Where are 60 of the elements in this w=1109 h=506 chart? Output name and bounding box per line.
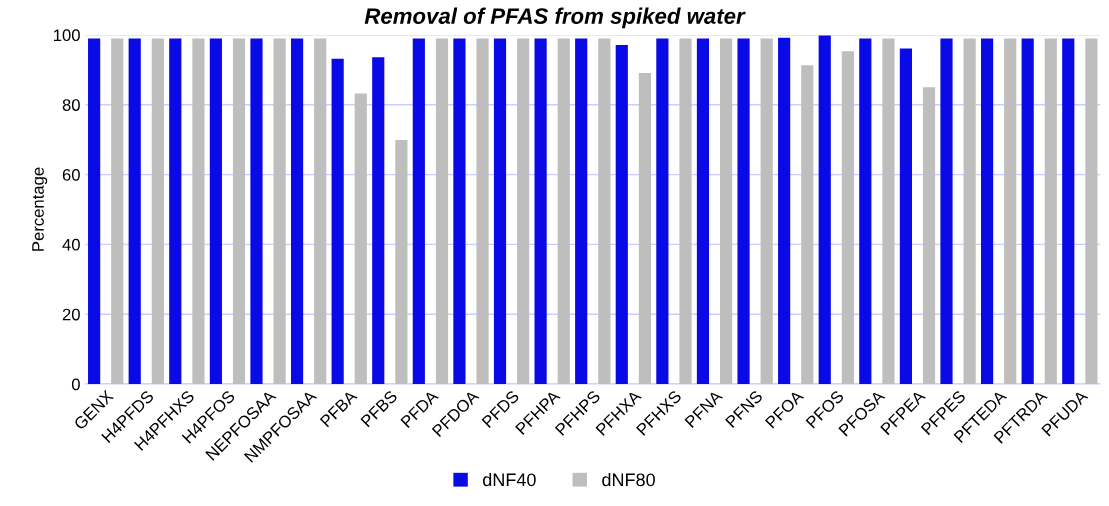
bar [720,38,733,385]
y-tick-label: 60 [62,168,80,181]
bar [435,38,449,385]
bar [778,37,791,385]
bar [534,38,547,385]
bar [209,38,222,385]
legend-label: dNF80 [602,472,655,487]
bar [801,65,814,385]
y-tick-label: 0 [71,378,80,391]
y-tick-label: 20 [62,308,80,321]
y-tick-label: 80 [62,99,80,111]
bar [615,45,628,385]
bar [899,48,912,385]
bar [1085,38,1098,385]
bar [476,38,489,385]
bar [232,38,246,385]
bar [638,72,652,385]
bar [882,38,895,385]
bar [656,38,669,385]
y-axis-title: Percentage [32,167,48,251]
bar [128,38,141,385]
bar [151,38,164,385]
bar [250,38,263,385]
bar [290,38,304,385]
bar [963,38,976,385]
legend-label: dNF40 [483,472,536,487]
bar [331,58,344,385]
bar [981,38,994,385]
bar [1044,38,1057,385]
bar [273,38,286,385]
bar [1004,38,1017,385]
bar [575,38,588,385]
chart-title: Removal of PFAS from spiked water [364,7,746,29]
bar [314,38,327,385]
bar [354,93,367,385]
bar [760,38,773,385]
bar [412,38,425,385]
bar [453,38,466,385]
bar [841,51,854,385]
bar [922,87,936,385]
bar [737,38,750,385]
bar [818,35,831,385]
bar [517,38,530,385]
bar [88,38,101,385]
bar [169,38,182,385]
bar [192,38,205,385]
bar [557,38,570,385]
y-tick-label: 100 [54,29,80,42]
bar [372,57,385,385]
bar [940,38,953,385]
bar [395,140,408,385]
bar [111,38,124,385]
bar [696,38,710,385]
bar [1021,38,1034,385]
bar [859,38,872,385]
bar [493,38,507,385]
bar [679,38,692,385]
y-tick-label: 40 [62,238,80,251]
bar [1062,38,1075,385]
bar [598,38,611,385]
